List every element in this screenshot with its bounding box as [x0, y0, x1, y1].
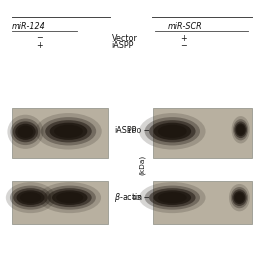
Ellipse shape	[229, 184, 250, 211]
Text: miR-124: miR-124	[12, 22, 45, 30]
Ellipse shape	[45, 120, 92, 142]
Ellipse shape	[54, 125, 83, 138]
Text: 100 −: 100 −	[127, 127, 150, 134]
Ellipse shape	[6, 182, 55, 213]
Ellipse shape	[158, 125, 187, 138]
Ellipse shape	[17, 190, 45, 205]
Text: −: −	[180, 41, 187, 50]
Text: 43 −: 43 −	[132, 195, 150, 201]
Ellipse shape	[20, 192, 41, 203]
Ellipse shape	[237, 125, 245, 135]
Ellipse shape	[139, 182, 206, 213]
Ellipse shape	[234, 121, 247, 138]
Ellipse shape	[52, 190, 88, 205]
Bar	[12, 108, 108, 158]
Text: −: −	[36, 34, 43, 42]
Ellipse shape	[10, 186, 51, 210]
Bar	[153, 181, 252, 224]
Ellipse shape	[44, 186, 96, 210]
Ellipse shape	[10, 119, 40, 145]
Ellipse shape	[149, 120, 196, 142]
Ellipse shape	[41, 117, 96, 145]
Ellipse shape	[232, 116, 250, 143]
Ellipse shape	[15, 124, 36, 140]
Ellipse shape	[38, 182, 101, 213]
Text: +: +	[180, 34, 187, 42]
Text: +: +	[36, 41, 43, 50]
Ellipse shape	[154, 123, 191, 140]
Ellipse shape	[48, 188, 92, 207]
Ellipse shape	[139, 113, 206, 150]
Ellipse shape	[7, 115, 44, 149]
Ellipse shape	[18, 126, 33, 138]
Bar	[12, 181, 108, 224]
Ellipse shape	[149, 188, 196, 207]
Ellipse shape	[13, 188, 48, 207]
Ellipse shape	[50, 123, 87, 140]
Bar	[153, 108, 252, 158]
Ellipse shape	[232, 189, 247, 206]
Text: iASPP: iASPP	[112, 41, 134, 50]
Ellipse shape	[145, 117, 200, 145]
Ellipse shape	[35, 113, 102, 150]
Text: Vector: Vector	[112, 34, 137, 42]
Ellipse shape	[13, 121, 38, 142]
Ellipse shape	[236, 123, 246, 136]
Ellipse shape	[145, 186, 200, 210]
Text: (kDa): (kDa)	[139, 155, 145, 175]
Text: $\beta$-actin: $\beta$-actin	[114, 191, 143, 204]
Ellipse shape	[235, 193, 244, 202]
Text: miR-SCR: miR-SCR	[167, 22, 202, 30]
Ellipse shape	[158, 192, 187, 203]
Ellipse shape	[231, 187, 248, 208]
Ellipse shape	[233, 119, 248, 140]
Ellipse shape	[56, 192, 83, 203]
Text: iASPP: iASPP	[114, 126, 136, 135]
Ellipse shape	[233, 191, 245, 204]
Ellipse shape	[154, 190, 191, 205]
